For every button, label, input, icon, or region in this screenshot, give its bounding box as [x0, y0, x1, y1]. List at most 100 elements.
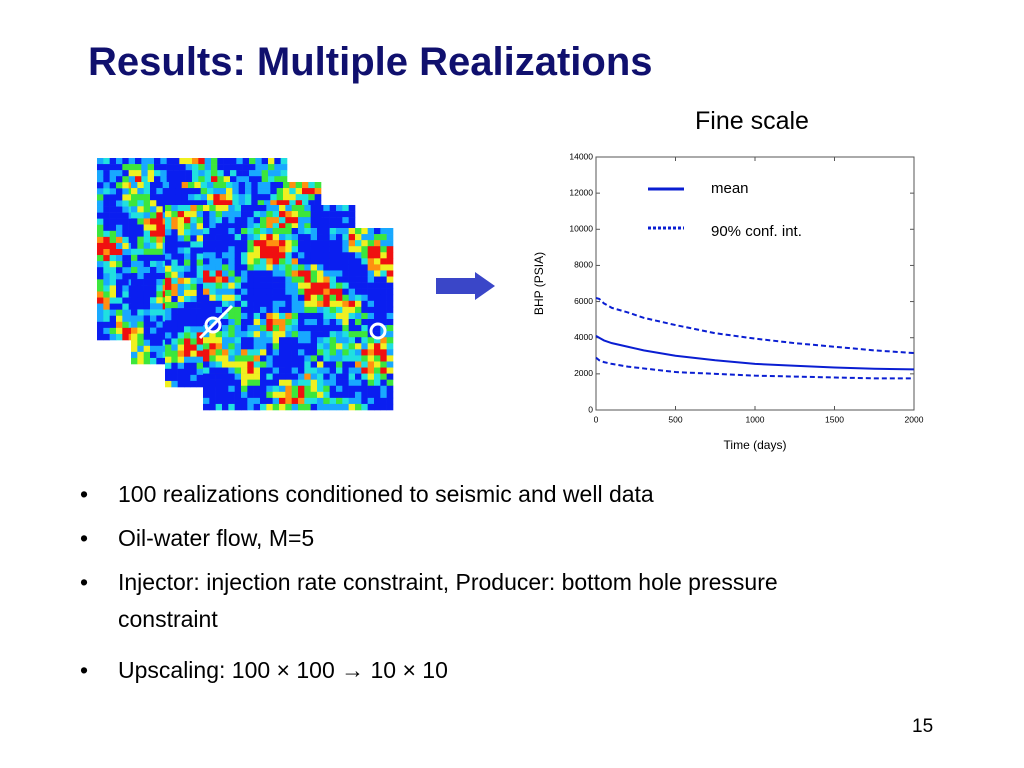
cell — [291, 264, 299, 271]
cell — [355, 373, 362, 380]
cell — [348, 367, 356, 374]
cell — [380, 294, 387, 302]
cell — [192, 158, 199, 165]
cell — [156, 254, 163, 262]
cell — [215, 337, 223, 344]
cell — [137, 327, 144, 334]
cell — [355, 355, 362, 362]
cell — [154, 158, 161, 165]
cell — [348, 294, 356, 302]
cell — [302, 200, 309, 207]
cell — [298, 300, 305, 308]
cell — [222, 319, 229, 326]
cell — [175, 200, 182, 207]
cell — [228, 246, 235, 253]
cell — [209, 355, 216, 362]
cell — [215, 385, 223, 393]
cell — [137, 279, 144, 286]
cell — [323, 276, 330, 283]
cell — [253, 397, 261, 405]
cell — [184, 223, 191, 230]
cell — [222, 294, 229, 302]
cell — [203, 270, 210, 277]
cell — [238, 200, 246, 207]
x-tick-label: 0 — [594, 414, 599, 424]
cell — [241, 294, 248, 302]
cell — [253, 325, 261, 332]
cell — [196, 259, 204, 266]
cell — [260, 373, 267, 380]
cell — [310, 391, 318, 399]
cell — [342, 264, 349, 271]
cell — [209, 205, 216, 212]
cell — [367, 276, 375, 283]
cell — [156, 285, 163, 292]
cell — [304, 379, 311, 387]
cell — [323, 288, 330, 296]
cell — [374, 325, 381, 332]
cell — [386, 325, 394, 332]
cell — [279, 282, 286, 289]
cell — [279, 217, 286, 224]
cell — [131, 279, 138, 286]
cell — [215, 397, 223, 405]
cell — [323, 252, 330, 259]
cell — [143, 273, 151, 280]
cell — [209, 361, 216, 368]
cell — [171, 271, 178, 279]
cell — [238, 194, 246, 201]
cell — [122, 315, 129, 323]
cell — [386, 264, 394, 271]
cell — [196, 380, 204, 388]
cell — [266, 343, 273, 350]
cell — [314, 182, 322, 189]
cell — [236, 158, 243, 165]
cell — [234, 223, 242, 230]
cell — [215, 234, 223, 241]
cell — [122, 236, 129, 244]
cell — [329, 367, 337, 374]
cell — [329, 211, 337, 218]
cell — [285, 294, 292, 302]
cell — [203, 397, 210, 405]
well-injector-arrow — [198, 304, 234, 340]
cell — [272, 294, 280, 302]
cell — [97, 291, 104, 298]
cell — [261, 176, 269, 183]
cell — [147, 158, 155, 165]
cell — [323, 361, 330, 368]
cell — [253, 319, 261, 326]
cell — [329, 234, 337, 241]
cell — [190, 320, 197, 327]
cell — [348, 288, 356, 296]
cell — [336, 240, 343, 247]
cell — [222, 234, 229, 241]
cell — [342, 270, 349, 277]
cell — [253, 264, 261, 271]
cell — [245, 182, 252, 189]
cell — [215, 270, 223, 277]
cell — [329, 246, 337, 253]
cell — [215, 331, 223, 338]
cell — [247, 367, 254, 374]
cell — [165, 344, 172, 351]
cell — [342, 355, 349, 362]
cell — [97, 242, 104, 250]
cell — [323, 223, 330, 230]
cell — [380, 258, 387, 265]
cell — [253, 343, 261, 350]
cell — [177, 338, 185, 345]
cell — [116, 255, 123, 262]
cell — [272, 246, 280, 253]
cell — [361, 276, 368, 283]
cell — [247, 300, 254, 308]
cell — [348, 205, 356, 212]
cell — [103, 333, 110, 341]
cell — [374, 337, 381, 344]
cell — [116, 242, 123, 250]
cell — [329, 337, 337, 344]
cell — [317, 228, 324, 235]
cell — [137, 309, 144, 316]
cell — [116, 249, 123, 256]
cell — [253, 240, 261, 247]
